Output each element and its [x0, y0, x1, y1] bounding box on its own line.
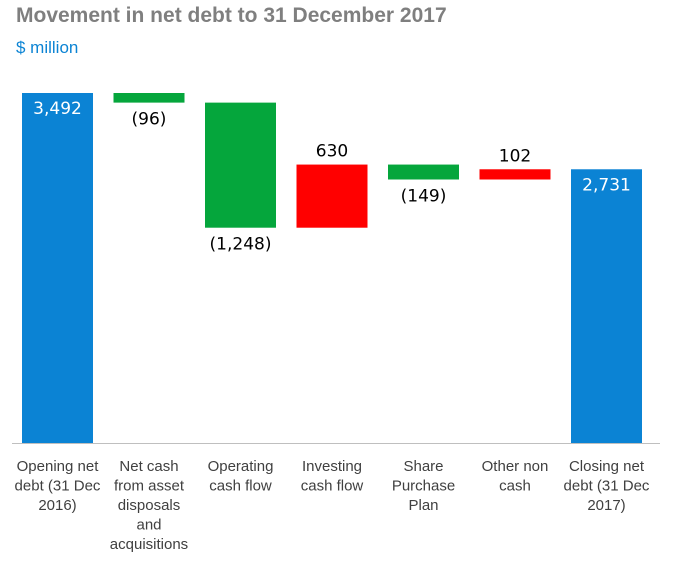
data-label-2: (96) — [132, 110, 167, 130]
category-label-5-line-1: Share — [403, 458, 443, 475]
category-label-7: Closing net debt (31 Dec 2017) — [564, 458, 650, 514]
data-label-4: 630 — [316, 142, 348, 162]
category-label-2-line-4: and — [136, 517, 161, 534]
data-label-7: 2,731 — [582, 175, 631, 195]
category-label-7-line-1: Closing net — [569, 458, 645, 475]
bar-7 — [571, 169, 642, 443]
category-label-6-line-1: Other non — [482, 458, 549, 475]
bar-6 — [479, 169, 551, 180]
category-label-4-line-2: cash flow — [301, 478, 364, 495]
category-label-5-line-3: Plan — [408, 497, 438, 514]
data-label-6: 102 — [499, 146, 531, 166]
category-label-2-line-2: from asset — [114, 478, 185, 495]
bar-1 — [22, 93, 93, 443]
category-label-2-line-1: Net cash — [119, 458, 178, 475]
category-label-1-line-3: 2016) — [38, 497, 76, 514]
bar-5 — [388, 164, 459, 180]
chart-title: Movement in net debt to 31 December 2017 — [16, 4, 447, 27]
data-label-1: 3,492 — [33, 99, 82, 119]
data-label-5: (149) — [401, 186, 447, 206]
bar-3 — [205, 102, 276, 228]
category-label-5: Share Purchase Plan — [392, 458, 455, 514]
data-label-3: (1,248) — [210, 235, 272, 255]
category-label-7-line-2: debt (31 Dec — [564, 478, 650, 495]
category-label-5-line-2: Purchase — [392, 478, 455, 495]
category-label-2-line-3: disposals — [118, 497, 181, 514]
category-label-1-line-1: Opening net — [17, 458, 100, 475]
category-label-2-line-5: acquisitions — [110, 536, 188, 553]
category-label-6: Other non cash — [482, 458, 549, 495]
category-label-4: Investing cash flow — [301, 458, 364, 495]
category-label-7-line-3: 2017) — [587, 497, 625, 514]
category-label-1: Opening net debt (31 Dec 2016) — [15, 458, 101, 514]
category-label-6-line-2: cash — [499, 478, 531, 495]
bar-4 — [296, 164, 368, 228]
category-label-3-line-2: cash flow — [209, 478, 272, 495]
category-label-3-line-1: Operating — [208, 458, 274, 475]
chart-subtitle-units: $ million — [16, 38, 79, 57]
bar-2 — [113, 93, 185, 103]
category-label-3: Operating cash flow — [208, 458, 274, 495]
category-label-2: Net cash from asset disposals and acquisitio… — [110, 458, 188, 553]
category-label-4-line-1: Investing — [302, 458, 362, 475]
category-label-1-line-2: debt (31 Dec — [15, 478, 101, 495]
